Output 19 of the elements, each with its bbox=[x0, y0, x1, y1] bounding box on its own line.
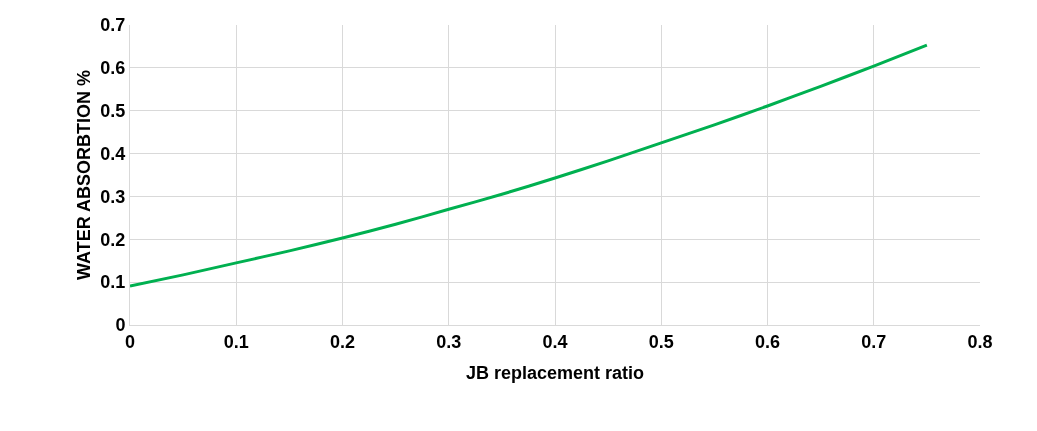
x-tick-label: 0.5 bbox=[648, 331, 674, 352]
y-tick-label: 0.2 bbox=[100, 229, 126, 250]
y-tick-label: 0.5 bbox=[100, 101, 126, 122]
y-axis-title: WATER ABSORBTION % bbox=[73, 70, 94, 280]
x-axis-title: JB replacement ratio bbox=[465, 362, 645, 383]
x-tick-label: 0.7 bbox=[861, 331, 887, 352]
x-tick-label: 0.6 bbox=[754, 331, 781, 352]
y-tick-label: 0.6 bbox=[100, 58, 126, 79]
line-series bbox=[130, 43, 929, 288]
x-tick-label: 0.8 bbox=[967, 331, 993, 352]
x-tick-label: 0.3 bbox=[436, 331, 462, 352]
x-tick-label: 0.4 bbox=[542, 331, 568, 352]
y-tick-label: 0.4 bbox=[100, 143, 126, 164]
y-tick-label: 0.3 bbox=[100, 186, 126, 207]
x-tick-label: 0.1 bbox=[223, 331, 249, 352]
x-tick-label: 0.2 bbox=[329, 331, 356, 352]
y-tick-label: 0.7 bbox=[100, 15, 126, 36]
y-tick-label: 0.1 bbox=[100, 272, 126, 293]
y-tick-label: 0 bbox=[115, 315, 126, 336]
